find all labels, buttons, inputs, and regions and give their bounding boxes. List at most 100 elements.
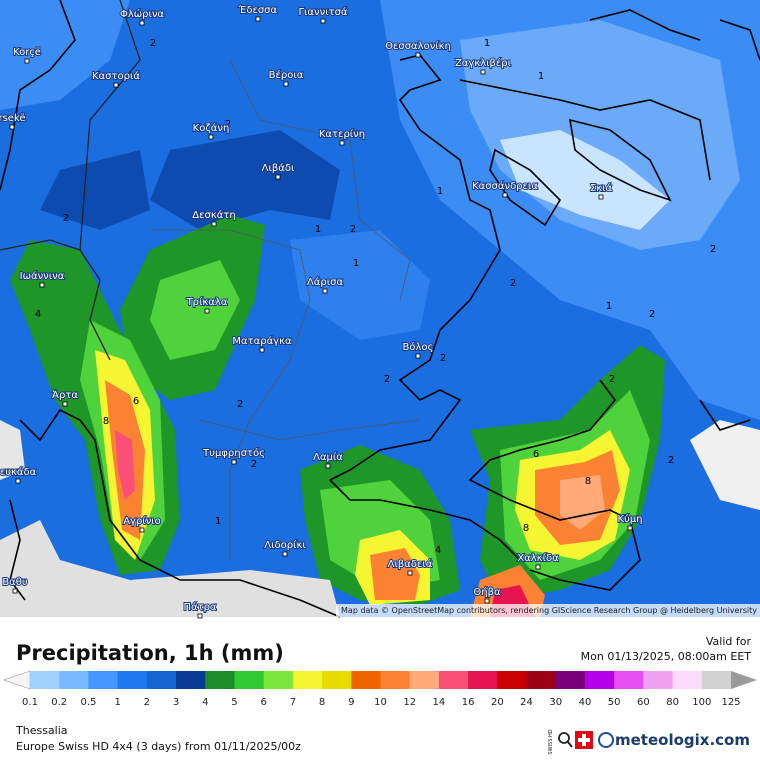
rain-12-area xyxy=(560,475,605,530)
city-label: rsekë xyxy=(0,113,26,124)
coastline xyxy=(0,0,760,618)
city-label: Χαλκίδα xyxy=(517,552,559,564)
legend-swatch xyxy=(292,671,323,689)
city-label: Δεσκάτη xyxy=(192,209,235,221)
legend-swatch xyxy=(409,671,440,689)
map: 2 1 1 2 2 2 1 1 2 2 1 2 2 1 4 6 8 2 2 2 6 8 8 4 1 2 2 Φλώρινα Έδεσσ… xyxy=(0,0,760,619)
contour-label: 2 xyxy=(150,38,156,49)
contour-labels: 2 1 1 2 2 2 1 1 2 2 1 2 2 1 4 6 8 2 2 2 6 8 8 4 1 2 2 xyxy=(35,38,716,556)
contour-label: 2 xyxy=(237,399,243,410)
city-label: Τυμφρηστός xyxy=(202,447,265,459)
border xyxy=(0,0,141,361)
swiss-flag xyxy=(578,738,590,742)
city-label: Κασσάνδρεια xyxy=(472,180,538,192)
city-marker xyxy=(139,20,145,26)
city-marker xyxy=(211,221,217,227)
legend-swatch xyxy=(205,671,235,689)
dry-land xyxy=(0,420,25,480)
legend-label: 40 xyxy=(579,697,592,708)
legend-label: 5 xyxy=(231,697,237,708)
city-marker xyxy=(320,18,326,24)
city-marker xyxy=(598,194,604,200)
city-marker xyxy=(415,52,421,58)
legend-label: 4 xyxy=(202,697,208,708)
contour-label: 1 xyxy=(437,186,443,197)
legend-swatch xyxy=(672,671,703,689)
contour-label: 4 xyxy=(435,545,441,556)
city-label: Κοζάνη xyxy=(193,122,230,134)
contour-label: 2 xyxy=(63,213,69,224)
city-label: Θεσσαλονίκη xyxy=(385,40,451,52)
region: Thessalia xyxy=(15,724,68,737)
city-marker xyxy=(339,140,345,146)
legend-swatch xyxy=(468,671,498,689)
city-label: Βαθυ xyxy=(2,577,28,588)
legend-label: 2 xyxy=(144,697,150,708)
legend-label: 125 xyxy=(721,697,740,708)
brand: meteologix.com xyxy=(615,731,750,749)
city-marker xyxy=(9,124,15,130)
rain-10-area xyxy=(370,548,420,600)
city-label: Έδεσσα xyxy=(238,4,278,16)
city-marker xyxy=(231,459,237,465)
attribution: Map data © OpenStreetMap contributors, r… xyxy=(341,606,757,615)
city-marker xyxy=(255,16,261,22)
attribution-background xyxy=(336,604,760,617)
moderate-rain-area xyxy=(40,150,150,230)
legend-label: 0.5 xyxy=(80,697,96,708)
city-marker xyxy=(283,81,289,87)
contour-label: 6 xyxy=(133,396,139,407)
contour-label: 2 xyxy=(350,224,356,235)
city-label: Λαμία xyxy=(313,451,343,463)
city-marker xyxy=(24,58,30,64)
legend: 0.1 0.2 0.5 1 2 3 4 5 6 7 8 9 10 12 14 16 20 24 30 40 50 60 80… xyxy=(3,670,757,708)
city-label: Βέροια xyxy=(269,69,304,81)
cities: Φλώρινα Έδεσσα Γιαννιτσά Korçë Θεσσαλονίκη Ζα… xyxy=(0,3,644,619)
brand-logo xyxy=(598,732,614,748)
legend-swatch xyxy=(614,671,644,689)
legend-label: 16 xyxy=(462,697,475,708)
city-label: Λιβαδειά xyxy=(388,558,433,570)
city-marker xyxy=(204,308,210,314)
swiss-hd-label: SWISS HD xyxy=(548,729,554,754)
search-icon xyxy=(567,741,573,748)
legend-under xyxy=(3,670,31,690)
contour-label: 2 xyxy=(440,353,446,364)
city-label: Ματαράγκα xyxy=(232,335,292,347)
city-marker xyxy=(39,282,45,288)
legend-swatch xyxy=(497,671,528,689)
legend-label: 60 xyxy=(637,697,650,708)
contour-label: 1 xyxy=(538,71,544,82)
rain-14-area xyxy=(115,430,135,500)
legend-label: 12 xyxy=(403,697,416,708)
contour-label: 1 xyxy=(315,224,321,235)
contour-label: 4 xyxy=(35,309,41,320)
city-marker xyxy=(627,525,633,531)
city-marker xyxy=(325,463,331,469)
light-rain-area xyxy=(290,230,430,340)
legend-swatch xyxy=(322,671,352,689)
legend-swatch xyxy=(643,671,674,689)
city-label: Πάτρα xyxy=(183,601,216,613)
city-marker xyxy=(535,564,541,570)
city-label: Άρτα xyxy=(52,389,78,401)
city-marker xyxy=(139,527,145,533)
legend-swatch xyxy=(59,671,89,689)
legend-label: 1 xyxy=(114,697,120,708)
legend-over xyxy=(731,671,757,689)
moderate-rain-area xyxy=(150,130,340,230)
contour-label: 2 xyxy=(225,119,231,130)
city-label: Ιωάννινα xyxy=(20,270,65,282)
legend-swatch xyxy=(30,671,60,689)
legend-label: 8 xyxy=(319,697,325,708)
city-label: Λιδορίκι xyxy=(264,539,306,551)
legend-swatch xyxy=(438,671,469,689)
dry-land xyxy=(0,520,340,617)
contour-label: 6 xyxy=(533,449,539,460)
contour-label: 1 xyxy=(215,516,221,527)
city-marker xyxy=(407,570,413,576)
city-marker xyxy=(113,82,119,88)
contour-label: 8 xyxy=(523,523,529,534)
model-info: Europe Swiss HD 4x4 (3 days) from 01/11/… xyxy=(16,740,301,753)
